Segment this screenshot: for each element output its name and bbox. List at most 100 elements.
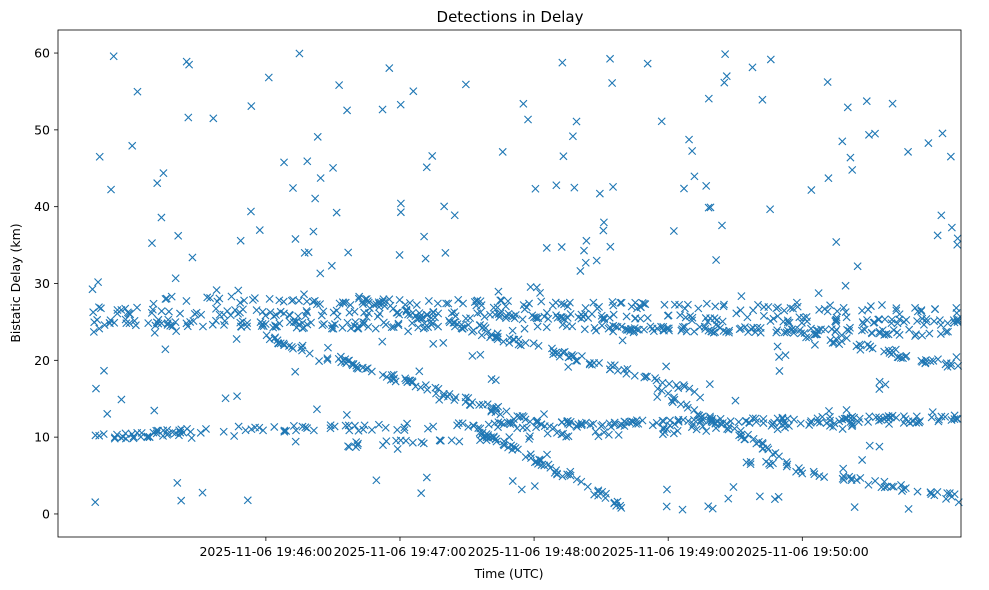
data-point-track-c [236,298,245,307]
data-point-clutter [172,327,181,336]
data-point-clutter [264,73,273,82]
x-tick-label: 2025-11-06 19:46:00 [199,544,332,559]
data-point-track-b [231,306,240,314]
data-point-track-c [839,303,848,312]
data-point-track-e [423,424,432,433]
data-point-clutter [868,344,877,353]
data-point-clutter [839,464,848,473]
data-point-track-a [542,323,551,332]
data-point-track-f [484,434,493,442]
data-point-track-c [636,303,645,312]
data-point-track-b [577,314,586,323]
data-point-clutter [177,496,186,505]
data-point-track-c [341,298,350,307]
data-point-track-c [833,307,842,316]
data-point-track-b [831,316,840,325]
data-point-track-l [943,362,952,371]
data-point-track-b [953,318,962,327]
data-point-track-f [557,430,566,439]
data-point-clutter [680,184,688,193]
data-point-track-b [375,309,384,318]
data-point-track-i [458,324,467,333]
data-point-clutter [928,408,937,417]
data-point-track-a [237,322,246,331]
data-point-track-c [338,298,347,307]
data-point-track-c [694,304,703,313]
y-axis-label: Bistatic Delay (km) [8,223,23,342]
data-point-track-i [487,330,496,339]
data-point-track-e [234,422,243,431]
data-point-track-b [362,312,371,321]
data-point-track-b [664,311,673,320]
data-point-track-g [287,342,296,351]
data-point-clutter [420,232,429,241]
data-point-track-c [537,297,546,306]
data-point-track-a [533,322,542,331]
data-point-clutter [236,236,245,245]
data-point-track-b [235,308,244,317]
y-tick-label: 50 [34,122,50,137]
data-point-track-e [484,420,493,429]
data-point-track-a [690,327,699,336]
data-point-track-b [350,307,359,316]
data-point-clutter [247,102,256,111]
data-point-track-a [925,329,934,338]
data-point-track-c [401,300,410,309]
data-point-clutter [824,406,833,415]
data-point-track-f [905,419,914,428]
data-point-track-c [275,296,284,305]
data-point-track-e [326,424,335,433]
data-point-track-j [670,393,679,402]
data-point-clutter [643,59,652,68]
data-point-track-g [378,370,387,379]
data-point-track-b [600,315,609,324]
data-point-track-h [530,458,539,467]
data-point-track-g [502,407,511,416]
data-point-clutter [468,351,477,360]
data-point-track-d [186,427,195,436]
data-point-track-b [96,304,105,313]
data-point-clutter [702,181,711,190]
data-point-clutter [662,485,671,494]
data-point-clutter [150,406,159,415]
data-point-track-b [769,314,778,323]
data-point-clutter [631,298,640,307]
data-point-track-g [347,359,356,368]
data-point-track-c [616,298,625,307]
data-point-track-k [913,487,922,496]
data-point-track-e [840,414,849,423]
data-point-clutter [329,324,338,333]
data-point-track-g [487,406,496,415]
data-point-track-k [746,457,755,466]
data-point-track-a [394,321,403,330]
data-point-track-b [393,308,402,317]
data-point-clutter [871,129,880,138]
data-point-clutter [557,299,566,308]
data-point-track-k [794,464,803,473]
data-point-track-e [400,426,409,435]
data-point-track-i [375,299,384,308]
data-point-track-i [567,352,576,361]
data-point-track-l [921,355,930,364]
data-point-track-j [771,448,780,457]
data-point-track-b [842,313,851,322]
data-point-clutter [845,323,854,332]
data-point-track-i [361,295,370,304]
data-point-track-a [353,324,362,333]
data-point-track-i [549,350,558,359]
data-point-track-g [352,361,361,370]
data-point-track-g [451,393,460,402]
data-point-track-g [353,363,362,372]
data-point-track-j [768,450,777,459]
data-point-clutter [904,504,913,513]
data-point-clutter [494,402,503,411]
data-point-clutter [173,478,182,487]
plot-area [57,29,963,538]
data-point-track-b [893,319,902,328]
data-point-clutter [393,444,402,453]
data-point-track-b [643,313,652,322]
data-point-track-c [346,300,355,309]
data-point-track-a [648,324,657,333]
data-point-track-c [773,303,782,312]
data-point-clutter [755,492,764,501]
